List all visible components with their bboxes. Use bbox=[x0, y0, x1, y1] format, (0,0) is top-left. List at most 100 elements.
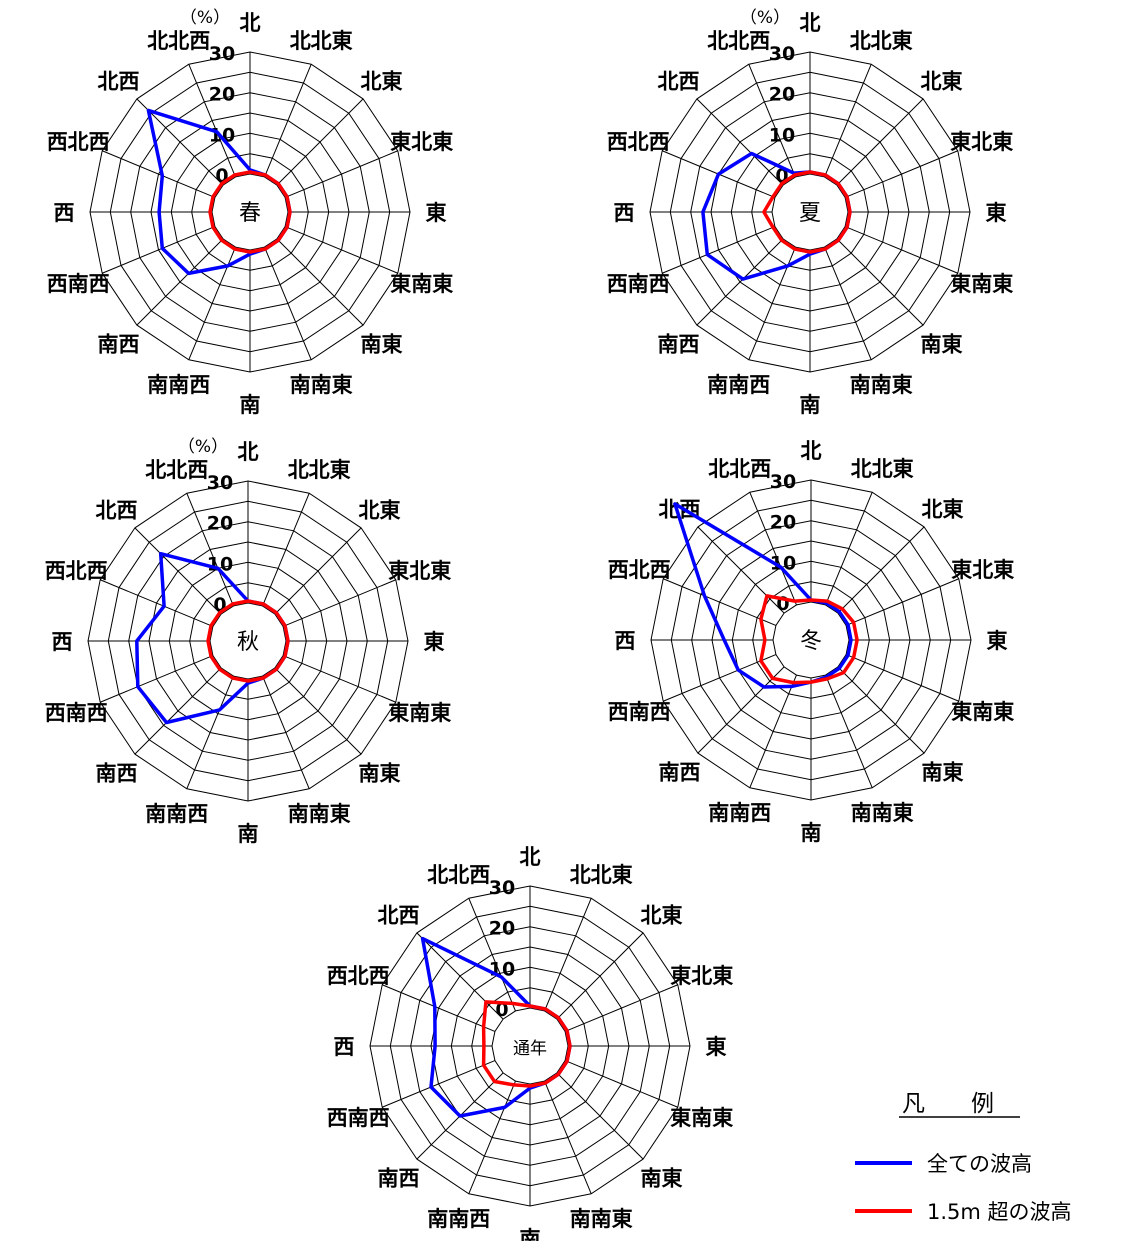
series-line-over-1-5m bbox=[208, 170, 292, 254]
direction-label-n: 北 bbox=[801, 439, 822, 463]
spoke-wsw bbox=[662, 654, 777, 702]
spoke-ne bbox=[836, 98, 924, 186]
direction-label-ese: 東南東 bbox=[388, 701, 451, 725]
direction-label-ssw: 南南西 bbox=[708, 801, 771, 825]
spoke-se bbox=[837, 666, 925, 754]
center-label: 夏 bbox=[799, 201, 821, 226]
spoke-wnw bbox=[662, 578, 777, 626]
direction-label-nne: 北北東 bbox=[288, 458, 351, 482]
spoke-nne bbox=[825, 491, 873, 606]
direction-label-ese: 東南東 bbox=[950, 272, 1013, 296]
spoke-nw bbox=[416, 932, 504, 1020]
spoke-sw bbox=[697, 666, 785, 754]
direction-label-s: 南 bbox=[520, 1227, 541, 1241]
spoke-ene bbox=[564, 984, 679, 1032]
series-line-over-1-5m bbox=[481, 1000, 572, 1088]
direction-label-n: 北 bbox=[800, 11, 821, 35]
direction-label-sw: 南西 bbox=[659, 761, 701, 785]
direction-label-ssw: 南南西 bbox=[147, 373, 210, 397]
direction-label-ssw: 南南西 bbox=[427, 1207, 490, 1231]
center-label: 通年 bbox=[513, 1039, 547, 1059]
spoke-sse bbox=[825, 674, 873, 789]
radial-tick-label: 30 bbox=[769, 43, 795, 65]
direction-label-ene: 東北東 bbox=[388, 559, 451, 583]
spoke-wnw bbox=[381, 984, 496, 1032]
radial-tick-label: 30 bbox=[209, 43, 235, 65]
direction-label-se: 南東 bbox=[641, 1167, 683, 1191]
direction-label-nw: 北西 bbox=[378, 904, 420, 928]
radial-tick-label: 20 bbox=[769, 84, 795, 106]
center-label: 春 bbox=[239, 201, 261, 226]
direction-label-nw: 北西 bbox=[96, 499, 138, 523]
direction-label-e: 東 bbox=[706, 1035, 727, 1059]
direction-label-sw: 南西 bbox=[658, 333, 700, 357]
direction-label-se: 南東 bbox=[359, 762, 401, 786]
spoke-nw bbox=[134, 527, 222, 615]
direction-label-sw: 南西 bbox=[98, 333, 140, 357]
direction-label-wsw: 西南西 bbox=[607, 272, 670, 296]
spoke-nw bbox=[697, 526, 785, 614]
direction-label-wnw: 西北西 bbox=[327, 964, 390, 988]
spoke-wsw bbox=[101, 226, 216, 274]
direction-label-w: 西 bbox=[615, 629, 636, 653]
radar-chart-winter: 北北北東北東東北東東東南東南東南南東南南南西南西西南西西西北西北西北北西0102… bbox=[608, 439, 1015, 845]
center-disk bbox=[496, 1012, 564, 1080]
spoke-sse bbox=[264, 246, 312, 361]
spoke-ne bbox=[556, 932, 644, 1020]
spoke-nw bbox=[696, 98, 784, 186]
legend-label-all-waves: 全ての波高 bbox=[927, 1152, 1032, 1176]
direction-label-ne: 北東 bbox=[361, 70, 403, 94]
direction-label-s: 南 bbox=[238, 822, 259, 846]
spoke-se bbox=[836, 238, 924, 326]
center-label: 冬 bbox=[800, 629, 822, 654]
spoke-nne bbox=[544, 897, 592, 1012]
direction-label-ese: 東南東 bbox=[670, 1106, 733, 1130]
direction-label-ssw: 南南西 bbox=[707, 373, 770, 397]
direction-label-wnw: 西北西 bbox=[45, 559, 108, 583]
spoke-se bbox=[556, 1072, 644, 1160]
direction-label-wnw: 西北西 bbox=[607, 130, 670, 154]
direction-label-s: 南 bbox=[240, 393, 261, 417]
spoke-nnw bbox=[468, 897, 516, 1012]
spoke-nne bbox=[262, 492, 310, 607]
radial-tick-label: 10 bbox=[207, 553, 233, 575]
direction-label-nnw: 北北西 bbox=[147, 29, 210, 53]
spoke-nnw bbox=[748, 63, 796, 178]
direction-label-nne: 北北東 bbox=[290, 29, 353, 53]
direction-label-n: 北 bbox=[520, 845, 541, 869]
direction-label-w: 西 bbox=[334, 1035, 355, 1059]
spoke-ne bbox=[276, 98, 364, 186]
direction-label-nne: 北北東 bbox=[851, 457, 914, 481]
direction-label-sw: 南西 bbox=[96, 762, 138, 786]
spoke-wnw bbox=[101, 150, 216, 198]
direction-label-wsw: 西南西 bbox=[608, 700, 671, 724]
direction-label-ne: 北東 bbox=[359, 499, 401, 523]
radial-tick-label: 10 bbox=[770, 552, 796, 574]
direction-label-ne: 北東 bbox=[921, 70, 963, 94]
spoke-ese bbox=[284, 226, 399, 274]
spoke-ssw bbox=[749, 674, 797, 789]
direction-label-se: 南東 bbox=[361, 333, 403, 357]
radial-tick-label: 10 bbox=[769, 124, 795, 146]
direction-label-nw: 北西 bbox=[98, 70, 140, 94]
direction-label-sse: 南南東 bbox=[570, 1207, 633, 1231]
direction-label-w: 西 bbox=[54, 201, 75, 225]
radial-tick-label: 30 bbox=[489, 877, 515, 899]
spoke-sw bbox=[134, 667, 222, 755]
center-disk bbox=[777, 606, 845, 674]
spoke-ssw bbox=[186, 675, 234, 790]
radial-tick-label: 20 bbox=[489, 918, 515, 940]
spoke-sw bbox=[696, 238, 784, 326]
direction-label-e: 東 bbox=[424, 630, 445, 654]
direction-label-s: 南 bbox=[800, 393, 821, 417]
spoke-ne bbox=[274, 527, 362, 615]
direction-label-sw: 南西 bbox=[378, 1167, 420, 1191]
radar-chart-spring: 北北北東北東東北東東東南東南東南南東南南南西南西西南西西西北西北西北北西0102… bbox=[47, 8, 454, 417]
direction-label-wsw: 西南西 bbox=[45, 701, 108, 725]
legend: 凡 例 全ての波高 1.5m 超の波高 bbox=[855, 1091, 1072, 1224]
spoke-wnw bbox=[99, 579, 214, 627]
direction-label-se: 南東 bbox=[921, 333, 963, 357]
direction-label-ne: 北東 bbox=[922, 498, 964, 522]
center-disk bbox=[216, 178, 284, 246]
spoke-ese bbox=[844, 226, 959, 274]
